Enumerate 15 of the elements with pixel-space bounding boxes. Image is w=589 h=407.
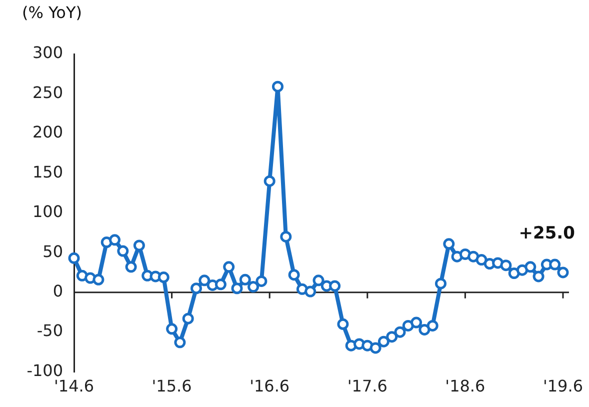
x-tick-label: '19.6	[542, 376, 584, 396]
y-tick-label: 250	[32, 82, 63, 102]
y-tick-label: 200	[32, 122, 63, 142]
y-tick-label: 150	[32, 162, 63, 182]
y-tick-label: -50	[36, 321, 63, 340]
y-axis-title: (% YoY)	[22, 3, 82, 22]
y-tick-label: 0	[52, 282, 63, 301]
x-tick-label: '18.6	[445, 376, 486, 396]
x-tick-label: '16.6	[250, 376, 290, 396]
x-tick-label: '17.6	[347, 376, 388, 396]
annotation: +25.0	[518, 223, 576, 244]
y-tick-label: 100	[32, 202, 63, 222]
y-tick-label: 300	[32, 43, 63, 62]
y-tick-label: 50	[42, 242, 63, 261]
x-tick-label: '15.6	[152, 376, 192, 396]
